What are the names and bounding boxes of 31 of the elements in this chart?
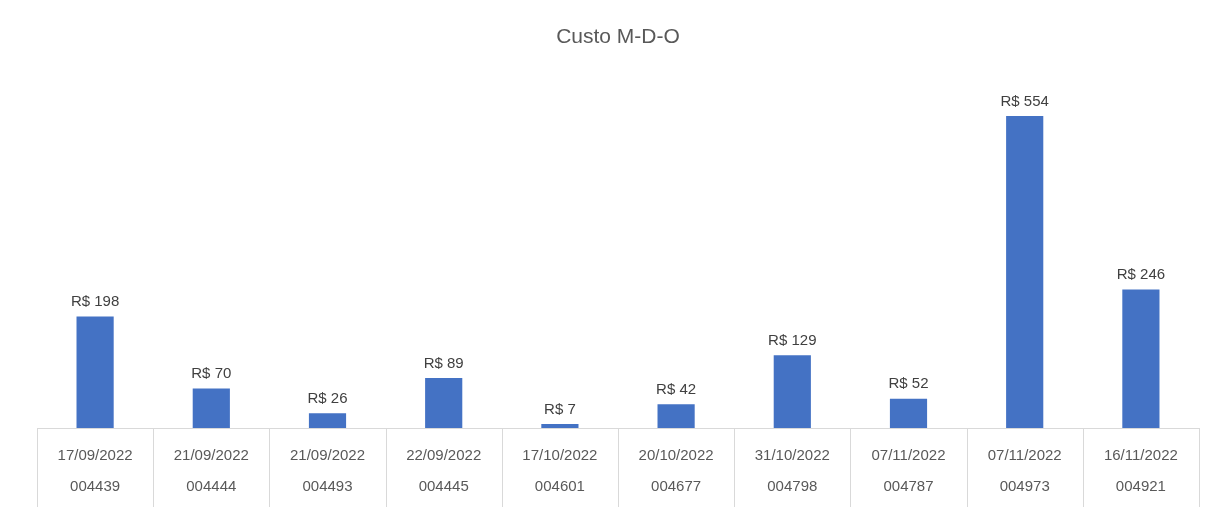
data-label: R$ 70 xyxy=(191,364,232,382)
data-label: R$ 198 xyxy=(70,292,120,310)
bar xyxy=(1122,289,1160,428)
data-label: R$ 246 xyxy=(1116,265,1166,283)
data-label: R$ 52 xyxy=(888,374,929,392)
x-tick-label: 22/09/2022 004445 xyxy=(406,445,482,495)
data-label: R$ 42 xyxy=(656,379,697,397)
bar xyxy=(541,424,579,428)
x-tick-label: 20/10/2022 004677 xyxy=(638,445,714,495)
bar xyxy=(192,388,230,428)
bar xyxy=(1006,116,1044,428)
bar xyxy=(657,404,695,428)
x-tick-label: 07/11/2022 004787 xyxy=(871,445,946,495)
bar xyxy=(889,398,928,428)
x-tick-label: 17/10/2022 004601 xyxy=(522,445,598,495)
data-label: R$ 554 xyxy=(1000,91,1049,109)
data-label: R$ 26 xyxy=(307,389,348,406)
data-label: R$ 89 xyxy=(423,353,464,371)
data-label: R$ 7 xyxy=(544,399,576,417)
bar xyxy=(425,377,463,428)
x-tick-label: 17/09/2022 004439 xyxy=(57,445,133,495)
x-tick-label: 21/09/2022 004493 xyxy=(289,445,366,495)
x-tick-label: 21/09/2022 004444 xyxy=(173,445,249,495)
chart-title: Custo M-D-O xyxy=(556,24,680,48)
data-label: R$ 129 xyxy=(768,331,817,349)
x-tick-label: 16/11/2022 004921 xyxy=(1103,445,1178,495)
bar xyxy=(76,316,114,428)
bar xyxy=(308,413,347,428)
x-tick-label: 31/10/2022 004798 xyxy=(754,445,830,495)
bar xyxy=(773,355,811,428)
x-tick-label: 07/11/2022 004973 xyxy=(987,445,1062,495)
